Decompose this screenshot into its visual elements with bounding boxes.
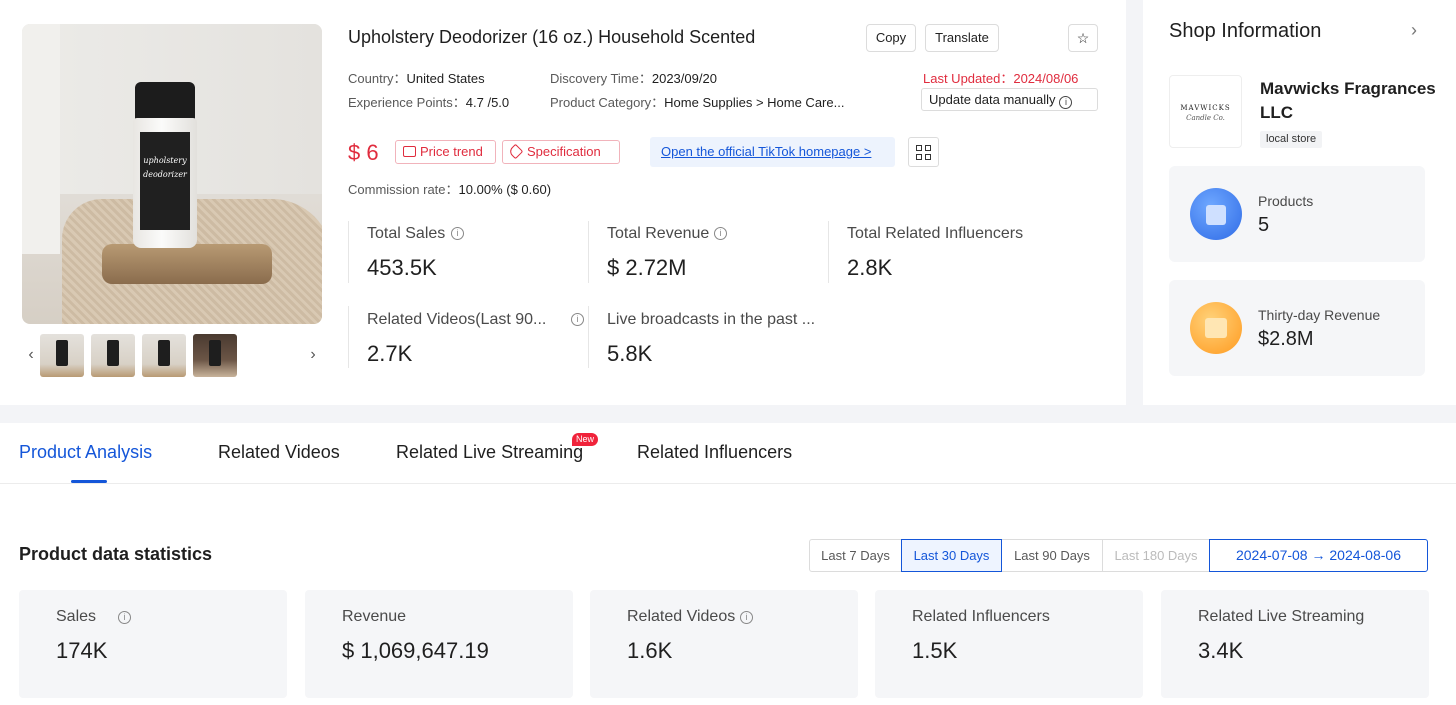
kpi-value: 1.6K — [627, 638, 673, 663]
product-title: Upholstery Deodorizer (16 oz.) Household… — [348, 27, 756, 47]
info-icon[interactable]: i — [740, 611, 753, 624]
shopping-bag-icon — [1190, 188, 1242, 240]
range-last-90-days[interactable]: Last 90 Days — [1001, 539, 1103, 572]
total-sales-value: 453.5K — [367, 255, 437, 280]
kpi-label: Revenue — [342, 608, 407, 625]
stat-divider — [588, 221, 589, 283]
chevron-right-icon[interactable]: › — [310, 346, 316, 363]
chart-icon — [403, 146, 416, 157]
kpi-value: $ 1,069,647.19 — [342, 638, 489, 663]
stat-divider — [828, 221, 829, 283]
related-videos-value: 2.7K — [367, 341, 413, 366]
shop-logo-text: MAVWICKS — [1180, 104, 1231, 112]
stat-divider — [348, 306, 349, 368]
info-icon[interactable]: i — [571, 313, 584, 326]
thumbnail-3[interactable] — [142, 334, 186, 377]
kpi-card-sales: Sales i 174K — [19, 590, 287, 698]
info-icon[interactable]: i — [118, 611, 131, 624]
image-board — [102, 244, 272, 284]
shop-badge: local store — [1260, 131, 1323, 148]
shop-name[interactable]: Mavwicks Fragrances LLC — [1260, 79, 1436, 122]
kpi-label: Sales — [56, 608, 97, 625]
country-meta: Country：United States — [348, 71, 485, 86]
jar-lid — [135, 82, 195, 122]
live-broadcasts-label: Live broadcasts in the past ... — [607, 311, 816, 328]
kpi-card-related-live-streaming: Related Live Streaming 3.4K — [1161, 590, 1429, 698]
commission-rate: Commission rate：10.00% ($ 0.60) — [348, 182, 552, 197]
product-price: $ 6 — [348, 140, 379, 165]
thumbnail-2[interactable] — [91, 334, 135, 377]
range-last-180-days[interactable]: Last 180 Days — [1102, 539, 1210, 572]
last-updated-meta: Last Updated：2024/08/06 — [923, 71, 1079, 86]
shop-panel: Shop Information › MAVWICKS Candle Co. M… — [1143, 0, 1456, 405]
total-revenue-value: $ 2.72M — [607, 255, 687, 280]
kpi-value: 3.4K — [1198, 638, 1244, 663]
section-title: Product data statistics — [19, 544, 213, 564]
thirty-day-revenue-value: $2.8M — [1258, 328, 1314, 350]
related-videos-label: Related Videos(Last 90... — [367, 311, 547, 328]
active-tab-indicator — [71, 480, 107, 483]
jar-label: upholstery deodorizer — [140, 132, 190, 230]
revenue-chart-icon — [1190, 302, 1242, 354]
chevron-left-icon[interactable]: ‹ — [28, 346, 34, 363]
info-icon[interactable]: i — [451, 227, 464, 240]
shop-title: Shop Information — [1169, 20, 1322, 42]
total-revenue-label: Total Revenue — [607, 225, 710, 242]
star-icon[interactable]: ☆ — [1068, 24, 1098, 52]
kpi-label: Related Live Streaming — [1198, 608, 1365, 625]
kpi-value: 1.5K — [912, 638, 958, 663]
product-panel: upholstery deodorizer ‹ › Upholstery Deo… — [0, 0, 1126, 405]
tab-related-videos[interactable]: Related Videos — [218, 442, 340, 462]
tab-related-live-streaming[interactable]: Related Live Streaming — [396, 442, 584, 462]
shop-revenue-card: Thirty-day Revenue $2.8M — [1169, 280, 1425, 376]
range-last-7-days[interactable]: Last 7 Days — [809, 539, 902, 572]
thumbnail-1[interactable] — [40, 334, 84, 377]
influencers-value: 2.8K — [847, 255, 893, 280]
shop-logo-sub: Candle Co. — [1186, 114, 1225, 122]
official-tiktok-link[interactable]: Open the official TikTok homepage > — [650, 137, 895, 167]
kpi-card-revenue: Revenue $ 1,069,647.19 — [305, 590, 573, 698]
discovery-meta: Discovery Time：2023/09/20 — [550, 71, 717, 86]
tab-related-influencers[interactable]: Related Influencers — [637, 442, 793, 462]
kpi-card-related-videos: Related Videos i 1.6K — [590, 590, 858, 698]
shop-products-card: Products 5 — [1169, 166, 1425, 262]
analysis-panel: Product Analysis Related Videos Related … — [0, 423, 1456, 705]
products-value: 5 — [1258, 214, 1270, 236]
image-door-panel — [22, 24, 60, 254]
copy-button[interactable]: Copy — [866, 24, 916, 52]
stat-divider — [588, 306, 589, 368]
new-badge: New — [572, 433, 599, 446]
qr-code-icon[interactable] — [908, 137, 939, 167]
kpi-label: Related Influencers — [912, 608, 1050, 625]
tag-icon — [507, 143, 524, 160]
kpi-label: Related Videos — [627, 608, 736, 625]
date-range-picker[interactable]: 2024-07-08 → 2024-08-06 — [1209, 539, 1428, 572]
chevron-right-icon[interactable]: › — [1411, 20, 1417, 40]
stat-divider — [348, 221, 349, 283]
product-image[interactable]: upholstery deodorizer — [22, 24, 322, 324]
kpi-value: 174K — [56, 638, 108, 663]
translate-button[interactable]: Translate — [925, 24, 999, 52]
range-last-30-days[interactable]: Last 30 Days — [901, 539, 1002, 572]
influencers-label: Total Related Influencers — [847, 225, 1024, 242]
live-broadcasts-value: 5.8K — [607, 341, 653, 366]
shop-logo[interactable]: MAVWICKS Candle Co. — [1169, 75, 1242, 148]
info-icon[interactable]: i — [714, 227, 727, 240]
thumbnail-4[interactable] — [193, 334, 237, 377]
specification-button[interactable]: Specification — [502, 140, 620, 164]
products-label: Products — [1258, 193, 1314, 209]
update-data-button[interactable]: Update data manually i — [921, 88, 1098, 111]
tabs-divider — [0, 483, 1456, 484]
category-meta: Product Category：Home Supplies > Home Ca… — [550, 95, 845, 110]
thirty-day-revenue-label: Thirty-day Revenue — [1258, 307, 1381, 323]
kpi-card-related-influencers: Related Influencers 1.5K — [875, 590, 1143, 698]
price-trend-button[interactable]: Price trend — [395, 140, 496, 164]
info-icon: i — [1059, 96, 1073, 109]
total-sales-label: Total Sales — [367, 225, 446, 242]
tab-product-analysis[interactable]: Product Analysis — [19, 442, 153, 462]
experience-meta: Experience Points：4.7 /5.0 — [348, 95, 510, 110]
